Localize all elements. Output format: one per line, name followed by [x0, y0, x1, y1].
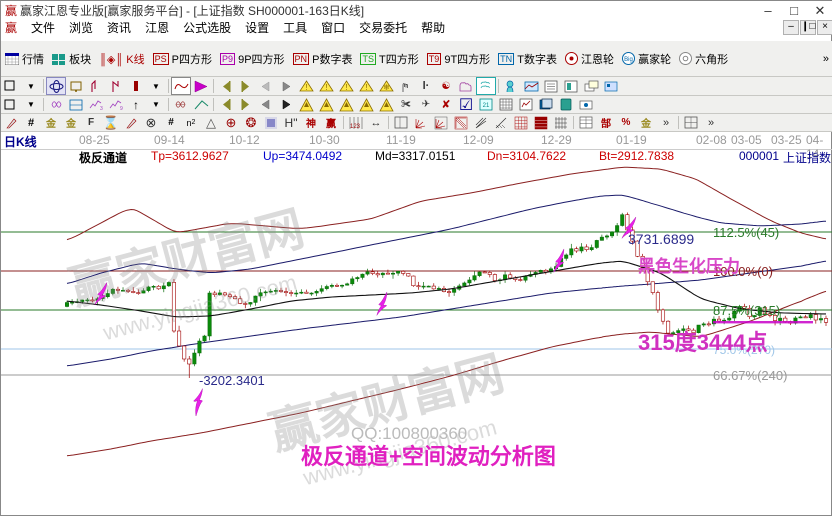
svg-text:3731.6899: 3731.6899 [628, 231, 694, 247]
svg-text:21: 21 [483, 103, 490, 109]
svg-text:!: ! [365, 83, 367, 92]
svg-text:-3202.3401: -3202.3401 [199, 373, 265, 388]
svg-text:❄: ❄ [383, 83, 390, 92]
svg-text:9: 9 [120, 106, 123, 111]
svg-text:123: 123 [350, 124, 361, 130]
svg-text:!: ! [345, 83, 347, 92]
svg-text:!: ! [325, 83, 327, 92]
svg-text:87.5%(315): 87.5%(315) [713, 303, 780, 318]
svg-text:66.67%(240): 66.67%(240) [713, 368, 787, 383]
svg-text:黑色生化压力: 黑色生化压力 [638, 256, 740, 276]
svg-text:极反通道+空间波动分析图: 极反通道+空间波动分析图 [301, 444, 556, 469]
svg-text:QQ:100800360: QQ:100800360 [351, 424, 467, 443]
svg-text:315度3444点: 315度3444点 [638, 330, 768, 355]
svg-text:3: 3 [100, 106, 103, 111]
svg-text:Big: Big [624, 57, 633, 63]
svg-text:112.5%(45): 112.5%(45) [713, 225, 779, 240]
svg-text:!: ! [305, 83, 307, 92]
